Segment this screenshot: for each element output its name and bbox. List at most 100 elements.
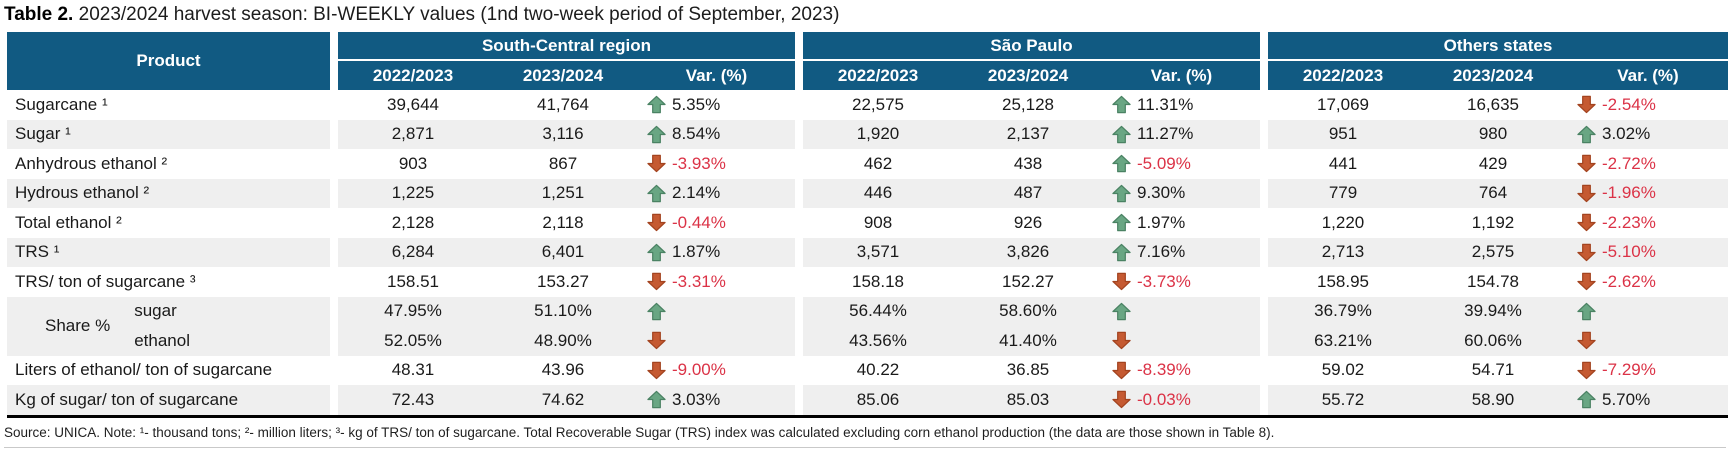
var-value: 9.30% xyxy=(1137,183,1186,203)
value-cell: 158.95 xyxy=(1268,267,1418,297)
up-arrow-icon xyxy=(647,96,666,114)
table-title-number: Table 2. xyxy=(4,4,74,25)
subheader-2023-2024: 2023/2024 xyxy=(1418,61,1568,90)
share-row-group: Share % sugar ethanol 47.95% 51.10% 56.44% 58.… xyxy=(7,296,1728,356)
down-arrow-icon xyxy=(1577,273,1596,291)
value-cell: 6,284 xyxy=(338,237,488,267)
up-arrow-icon xyxy=(1112,243,1131,261)
down-arrow-icon xyxy=(647,361,666,379)
value-cell: 764 xyxy=(1418,178,1568,208)
down-arrow-icon xyxy=(1112,361,1131,379)
value-cell: 867 xyxy=(488,149,638,179)
var-cell: -3.31% xyxy=(638,267,795,297)
table-row: Liters of ethanol/ ton of sugarcane 48.31… xyxy=(7,355,1728,385)
up-arrow-icon xyxy=(1577,125,1596,143)
product-cell: Anhydrous ethanol ² xyxy=(7,149,330,179)
table-row: TRS ¹ 6,284 6,401 1.87% 3,571 3,826 7.16% 2,713… xyxy=(7,237,1728,267)
value-cell: 158.18 xyxy=(803,267,953,297)
column-gap xyxy=(795,208,803,238)
column-gap xyxy=(1260,355,1268,385)
value-cell: 154.78 xyxy=(1418,267,1568,297)
var-value: 3.03% xyxy=(672,389,721,409)
var-cell: 1.97% xyxy=(1103,208,1260,238)
subheader-2022-2023: 2022/2023 xyxy=(338,61,488,90)
column-gap xyxy=(330,237,338,267)
var-cell: -3.93% xyxy=(638,149,795,179)
column-gap xyxy=(795,119,803,149)
var-cell: -7.29% xyxy=(1568,355,1728,385)
value-cell: 51.10% xyxy=(488,296,638,326)
var-cell: 3.03% xyxy=(638,385,795,415)
var-value: -2.72% xyxy=(1602,153,1656,173)
down-arrow-icon xyxy=(1112,332,1131,350)
var-value: 5.35% xyxy=(672,94,721,114)
up-arrow-icon xyxy=(1577,391,1596,409)
var-value: 3.02% xyxy=(1602,124,1651,144)
var-cell: -8.39% xyxy=(1103,355,1260,385)
column-gap xyxy=(1260,119,1268,149)
harvest-table: Product South-Central region São Paulo O… xyxy=(7,32,1728,415)
column-gap xyxy=(795,149,803,179)
value-cell: 16,635 xyxy=(1418,90,1568,120)
var-cell: -2.23% xyxy=(1568,208,1728,238)
value-cell: 72.43 xyxy=(338,385,488,415)
product-column-header: Product xyxy=(7,32,330,90)
product-cell: TRS/ ton of sugarcane ³ xyxy=(7,267,330,297)
var-value: -2.23% xyxy=(1602,212,1656,232)
value-cell: 487 xyxy=(953,178,1103,208)
column-gap xyxy=(795,326,803,356)
var-cell: 8.54% xyxy=(638,119,795,149)
product-cell: TRS ¹ xyxy=(7,237,330,267)
var-cell: -5.10% xyxy=(1568,237,1728,267)
var-value: -0.03% xyxy=(1137,389,1191,409)
down-arrow-icon xyxy=(1577,332,1596,350)
value-cell: 63.21% xyxy=(1268,326,1418,356)
column-gap xyxy=(1260,178,1268,208)
var-value: 1.87% xyxy=(672,242,721,262)
down-arrow-icon xyxy=(1577,243,1596,261)
var-cell: -3.73% xyxy=(1103,267,1260,297)
column-gap xyxy=(330,178,338,208)
subheader-2022-2023: 2022/2023 xyxy=(803,61,953,90)
product-cell: Sugarcane ¹ xyxy=(7,90,330,120)
var-cell: 9.30% xyxy=(1103,178,1260,208)
var-value: 11.31% xyxy=(1137,94,1194,114)
value-cell: 980 xyxy=(1418,119,1568,149)
var-value: -2.62% xyxy=(1602,271,1656,291)
value-cell: 2,128 xyxy=(338,208,488,238)
column-gap xyxy=(1260,208,1268,238)
region-header-others-states: Others states xyxy=(1268,32,1728,61)
var-value: -0.44% xyxy=(672,212,726,232)
var-cell: 11.27% xyxy=(1103,119,1260,149)
var-value: 11.27% xyxy=(1137,124,1194,144)
value-cell: 36.85 xyxy=(953,355,1103,385)
value-cell: 59.02 xyxy=(1268,355,1418,385)
var-value: -2.54% xyxy=(1602,94,1656,114)
share-sublabel: sugar xyxy=(134,301,177,321)
value-cell: 54.71 xyxy=(1418,355,1568,385)
column-gap xyxy=(330,90,338,120)
column-gap xyxy=(795,32,803,90)
value-cell: 1,220 xyxy=(1268,208,1418,238)
value-cell: 153.27 xyxy=(488,267,638,297)
value-cell: 56.44% xyxy=(803,296,953,326)
value-cell: 85.06 xyxy=(803,385,953,415)
var-value: -3.73% xyxy=(1137,271,1191,291)
var-cell: -5.09% xyxy=(1103,149,1260,179)
column-gap xyxy=(1260,267,1268,297)
value-cell: 40.22 xyxy=(803,355,953,385)
up-arrow-icon xyxy=(1577,302,1596,320)
value-cell: 903 xyxy=(338,149,488,179)
table-row: Kg of sugar/ ton of sugarcane 72.43 74.62 3… xyxy=(7,385,1728,415)
column-gap xyxy=(330,385,338,415)
up-arrow-icon xyxy=(647,125,666,143)
value-cell: 779 xyxy=(1268,178,1418,208)
var-value: 5.70% xyxy=(1602,389,1651,409)
var-value: 1.97% xyxy=(1137,212,1186,232)
column-gap xyxy=(1260,296,1268,326)
var-cell xyxy=(1568,296,1728,326)
share-sublabel: ethanol xyxy=(134,330,190,350)
var-cell: 3.02% xyxy=(1568,119,1728,149)
up-arrow-icon xyxy=(647,391,666,409)
